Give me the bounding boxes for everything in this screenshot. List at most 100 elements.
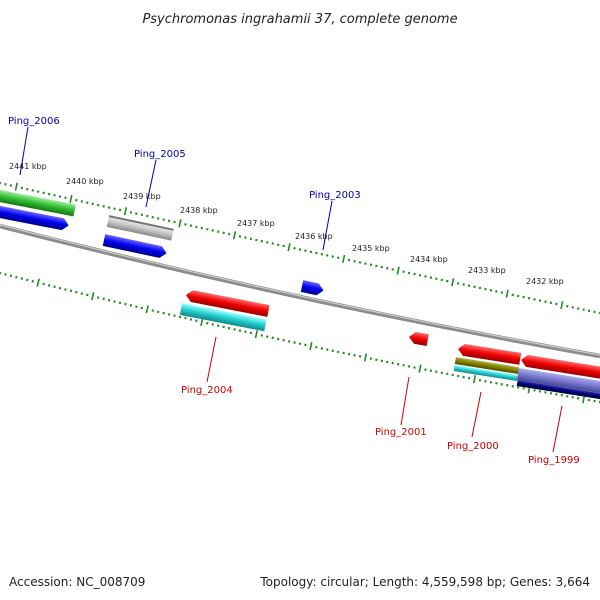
reverse-track-minor-tick (80, 292, 84, 295)
label-ping-2003[interactable]: Ping_2003 (309, 190, 361, 201)
leader-ping-2005 (145, 159, 157, 208)
reverse-track-major-tick (254, 330, 259, 339)
label-ping-2006[interactable]: Ping_2006 (8, 116, 60, 127)
gene-ping-2005[interactable] (102, 234, 168, 259)
kbp-label-2434: 2434 kbp (410, 255, 448, 264)
label-ping-2001[interactable]: Ping_2001 (375, 427, 427, 438)
reverse-track-minor-tick (42, 282, 45, 286)
label-ping-1999[interactable]: Ping_1999 (528, 455, 580, 466)
leader-ping-2006 (19, 126, 29, 176)
gene-ping-2003[interactable] (300, 280, 325, 296)
kbp-label-2441: 2441 kbp (9, 162, 47, 171)
reverse-track-minor-tick (140, 306, 144, 310)
gene-ping-2001[interactable] (408, 331, 429, 347)
reverse-track-major-tick (418, 364, 422, 373)
kbp-label-2436: 2436 kbp (295, 232, 333, 241)
reverse-track-major-tick (200, 317, 204, 327)
reverse-track-minor-tick (178, 315, 182, 319)
reverse-track-minor-tick (31, 280, 34, 283)
reverse-track-minor-tick (162, 311, 165, 315)
reverse-track-minor-tick (151, 309, 154, 312)
forward-track-major-tick (342, 254, 346, 263)
genome-backbone-highlight (0, 224, 600, 356)
gene-olive-block[interactable] (454, 357, 520, 374)
gene-gray-block[interactable] (106, 215, 174, 241)
reverse-track-minor-tick (189, 318, 193, 321)
reverse-track-minor-tick (58, 286, 62, 290)
kbp-label-2432: 2432 kbp (526, 277, 564, 286)
forward-track-major-tick (396, 266, 400, 275)
reverse-track-minor-tick (135, 305, 138, 309)
forward-track-major-tick (287, 243, 291, 252)
forward-track-major-tick (69, 194, 73, 204)
forward-track-major-tick (178, 219, 182, 228)
leader-ping-1999 (552, 405, 563, 453)
genome-backbone (0, 223, 600, 359)
forward-track-major-tick (451, 278, 455, 287)
accession-text: Accession: NC_008709 (9, 575, 146, 589)
forward-track-major-tick (123, 207, 128, 216)
reverse-track-minor-tick (53, 285, 56, 289)
reverse-track-minor-tick (75, 290, 78, 294)
forward-track-major-tick (14, 182, 19, 191)
kbp-label-2437: 2437 kbp (237, 219, 275, 228)
kbp-label-2439: 2439 kbp (123, 192, 161, 201)
reverse-track-minor-tick (47, 284, 51, 287)
reverse-track-minor-tick (4, 273, 7, 276)
gene-ping-2004[interactable] (185, 289, 270, 317)
reverse-track-major-tick (91, 292, 95, 301)
forward-genes (0, 188, 325, 296)
reverse-track-minor-tick (96, 296, 100, 299)
gene-ping-1999[interactable] (520, 354, 600, 380)
kbp-label-2440: 2440 kbp (66, 177, 104, 186)
forward-track-major-tick (232, 231, 237, 240)
reverse-track-major-tick (36, 278, 40, 287)
reverse-track-minor-tick (107, 298, 111, 302)
reverse-track-minor-tick (69, 289, 73, 293)
gene-labels: Ping_2006 Ping_2005 Ping_2003 Ping_2004 … (8, 116, 580, 466)
label-ping-2005[interactable]: Ping_2005 (134, 149, 186, 160)
reverse-track-minor-tick (156, 310, 160, 314)
reverse-track-minor-tick (15, 275, 18, 279)
reverse-track-minor-tick (20, 277, 24, 280)
forward-track-major-tick (560, 301, 564, 310)
reverse-track-minor-tick (118, 301, 122, 305)
kbp-label-2433: 2433 kbp (468, 266, 506, 275)
leader-ping-2000 (471, 391, 482, 438)
forward-track-major-tick (505, 289, 509, 298)
leader-ping-2004 (206, 336, 217, 383)
gene-navy-block[interactable] (516, 380, 600, 401)
reverse-track-minor-tick (167, 313, 171, 316)
reverse-track-minor-tick (26, 278, 29, 282)
genome-summary-text: Topology: circular; Length: 4,559,598 bp… (260, 575, 590, 589)
reverse-track-minor-tick (64, 288, 67, 291)
gene-green-block[interactable] (0, 188, 76, 217)
leader-ping-2001 (400, 376, 410, 426)
reverse-track-minor-tick (113, 300, 116, 303)
gene-cyan-block[interactable] (179, 303, 267, 332)
gene-purple-block[interactable] (517, 368, 600, 395)
gene-ping-2000[interactable] (457, 343, 522, 365)
reverse-track-major-tick (473, 375, 477, 384)
kbp-label-2438: 2438 kbp (180, 206, 218, 215)
gene-cyan-block-2[interactable] (453, 365, 518, 381)
reverse-track-minor-tick (124, 302, 127, 306)
reverse-track-minor-tick (129, 304, 133, 307)
map-title: Psychromonas ingrahamii 37, complete gen… (142, 12, 457, 27)
leader-ping-2003 (322, 200, 333, 251)
label-ping-2004[interactable]: Ping_2004 (181, 385, 233, 396)
reverse-tick-track (0, 271, 600, 404)
forward-tick-track (0, 181, 600, 315)
reverse-track-minor-tick (9, 274, 13, 278)
reverse-track-minor-tick (86, 293, 89, 297)
gene-ping-2006[interactable] (0, 204, 70, 231)
label-ping-2000[interactable]: Ping_2000 (447, 441, 499, 452)
label-leader-lines (19, 126, 563, 453)
kbp-label-2435: 2435 kbp (352, 244, 390, 253)
reverse-genes (179, 289, 600, 401)
kbp-scale-labels: 2441 kbp 2440 kbp 2439 kbp 2438 kbp 2437… (9, 162, 564, 286)
reverse-track-minor-tick (102, 297, 105, 301)
reverse-track-major-tick (309, 342, 313, 351)
reverse-track-major-tick (363, 353, 368, 362)
